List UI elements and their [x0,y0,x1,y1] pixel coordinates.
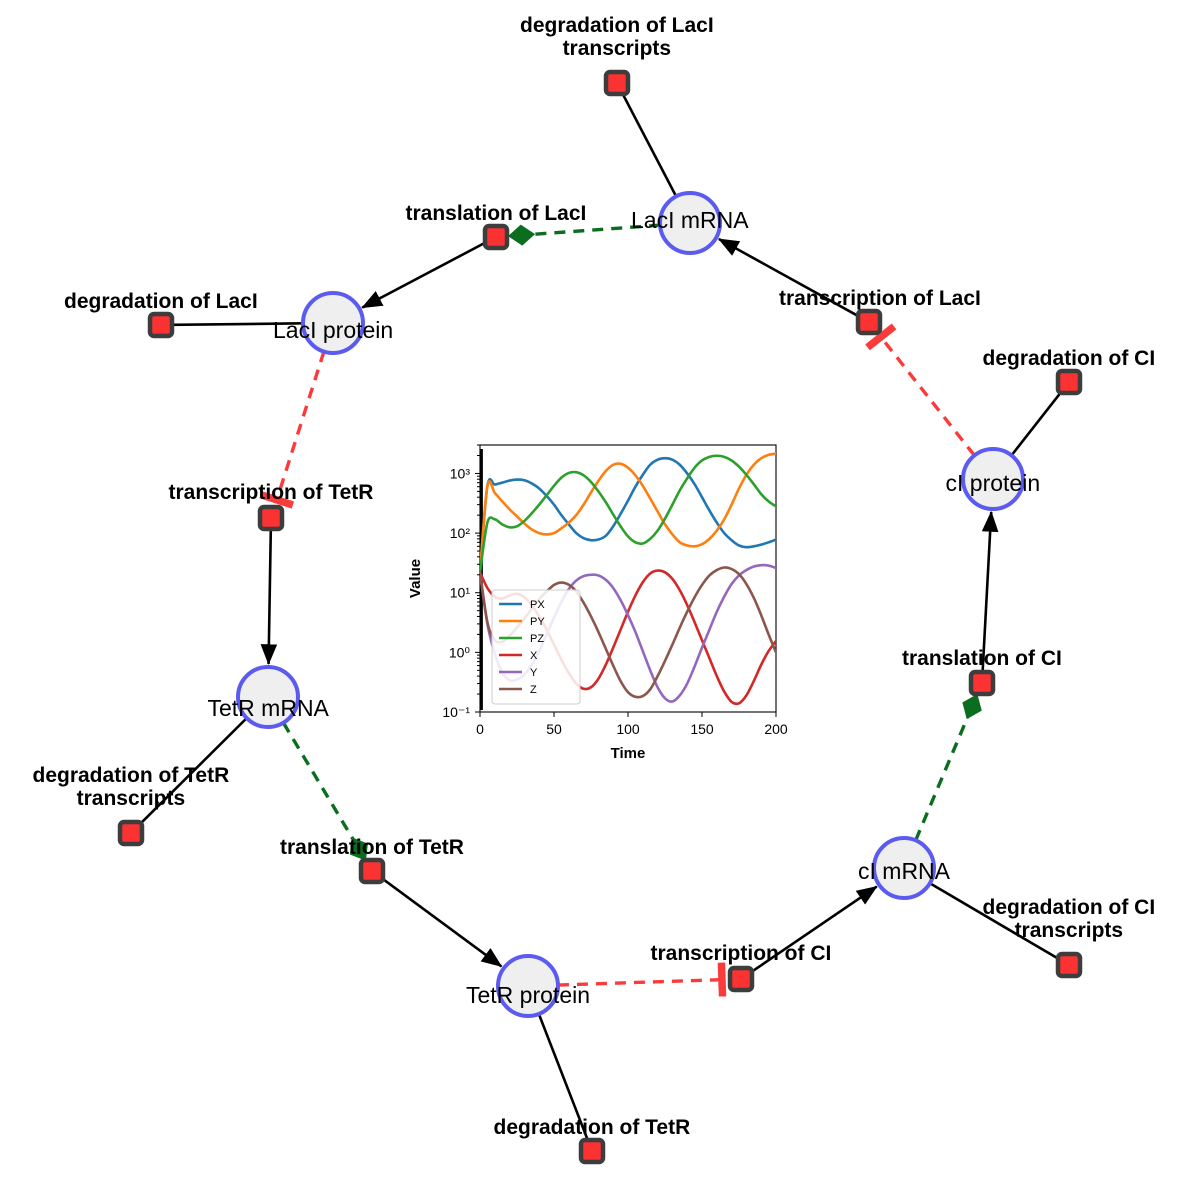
species-node-ci_protein[interactable] [961,447,1025,511]
reaction-label-translation_laci: translation of LacI [405,202,587,225]
reaction-node-deg_tetr[interactable] [578,1137,606,1165]
chart-xlabel: Time [611,745,646,762]
node-layer [117,69,1083,1165]
edge-inhibition [557,962,727,997]
reaction-label-transcription_tetr: transcription of TetR [168,481,374,504]
reaction-label-deg_tetr_transcripts: degradation of TetR transcripts [32,763,230,811]
reaction-node-transcription_tetr[interactable] [257,504,285,532]
legend-label-PX: PX [530,599,545,611]
reaction-label-translation_ci: translation of CI [902,647,1062,670]
edge-substrate [717,237,861,318]
species-label-tetr_protein: TetR protein [466,982,591,1008]
edge-substrate [361,240,487,309]
x-tick-label: 200 [764,721,788,737]
y-tick-label: 10⁰ [449,644,471,660]
y-tick-label: 10² [450,525,471,541]
reaction-node-translation_laci[interactable] [482,223,510,251]
reaction-label-deg_laci: degradation of LacI [64,290,258,313]
reaction-label-transcription_laci: transcription of LacI [779,287,981,310]
edge-inhibition [259,351,326,509]
reaction-label-deg_ci_transcripts: degradation of CI transcripts [982,895,1156,943]
y-tick-label: 10⁻¹ [442,704,470,720]
edge-substrate [749,885,878,974]
species-node-tetr_mrna[interactable] [236,665,300,729]
edge-activation [914,694,982,842]
reaction-node-translation_ci[interactable] [968,669,996,697]
y-tick-label: 10¹ [450,585,471,601]
edge-substrate [537,1013,589,1141]
chart-series-PZ [480,454,776,574]
x-tick-label: 100 [616,721,640,737]
edge-substrate [260,528,278,666]
edge-activation [507,223,661,246]
reaction-label-deg_ci: degradation of CI [982,347,1156,370]
reaction-node-deg_laci[interactable] [147,311,175,339]
species-label-laci_protein: LacI protein [273,317,394,343]
legend-label-Y: Y [530,667,538,679]
edge-layer [138,93,1063,1141]
edge-substrate [981,510,999,673]
x-tick-label: 150 [690,721,714,737]
species-label-laci_mrna: LacI mRNA [631,207,749,233]
reaction-label-translation_tetr: translation of TetR [280,836,464,859]
y-tick-label: 10³ [450,465,471,481]
reaction-label-deg_laci_transcripts: degradation of LacI transcripts [520,13,714,61]
species-node-tetr_protein[interactable] [496,954,560,1018]
species-node-ci_mrna[interactable] [872,836,936,900]
species-node-laci_protein[interactable] [301,291,365,355]
edge-substrate [380,876,503,968]
x-tick-label: 0 [476,721,484,737]
legend-label-Z: Z [530,684,537,696]
x-tick-label: 50 [546,721,562,737]
chart-series-PX [480,456,776,574]
reaction-node-transcription_ci[interactable] [727,965,755,993]
chart-series-PY [480,452,776,574]
chart-legend [491,589,581,705]
reaction-node-deg_tetr_transcripts[interactable] [117,819,145,847]
species-label-ci_protein: cI protein [945,470,1041,496]
inset-chart-svg: 10⁻¹ 10⁰ 10¹ 10² 10³ 0 50 100 150 200 Time Value PX P… [400,425,790,770]
edge-substrate [138,717,248,826]
edge-substrate [621,93,678,198]
reaction-node-deg_laci_transcripts[interactable] [603,69,631,97]
legend-label-PY: PY [530,616,545,628]
edge-activation [281,721,368,861]
species-node-laci_mrna[interactable] [658,191,722,255]
legend-label-X: X [530,650,538,662]
species-label-tetr_mrna: TetR mRNA [207,695,329,721]
reaction-node-transcription_laci[interactable] [855,308,883,336]
reaction-node-deg_ci[interactable] [1055,368,1083,396]
edge-inhibition [865,323,976,457]
chart-ylabel: Value [407,559,424,598]
edge-substrate [172,322,304,327]
edge-substrate [1010,390,1063,457]
reaction-label-deg_tetr: degradation of TetR [493,1116,691,1139]
species-label-ci_mrna: cI mRNA [858,858,950,884]
edge-substrate [929,882,1060,961]
reaction-label-transcription_ci: transcription of CI [650,942,832,965]
reaction-node-deg_ci_transcripts[interactable] [1055,951,1083,979]
reaction-node-translation_tetr[interactable] [358,857,386,885]
legend-label-PZ: PZ [530,633,544,645]
inset-timecourse-chart: 10⁻¹ 10⁰ 10¹ 10² 10³ 0 50 100 150 200 Time Value PX P… [400,425,790,770]
